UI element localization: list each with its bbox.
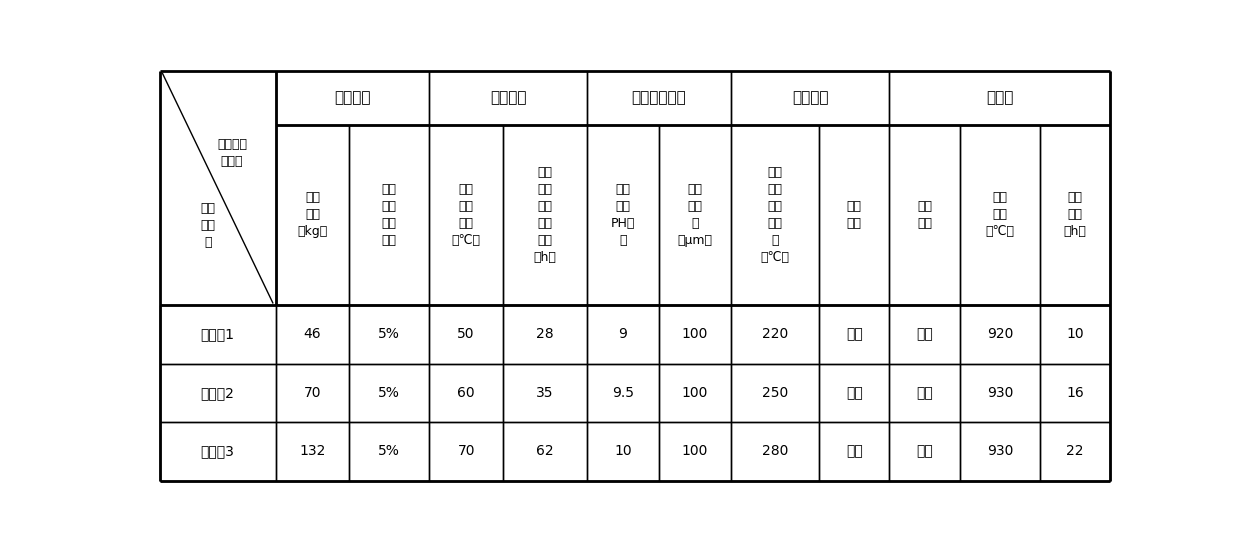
Text: 62: 62 bbox=[536, 445, 554, 458]
Text: 70: 70 bbox=[457, 445, 475, 458]
Text: 实施例2: 实施例2 bbox=[201, 386, 234, 400]
Text: 35: 35 bbox=[536, 386, 554, 400]
Text: 9.5: 9.5 bbox=[612, 386, 634, 400]
Text: 过滤
网精
度
（μm）: 过滤 网精 度 （μm） bbox=[678, 183, 712, 247]
Text: 70: 70 bbox=[304, 386, 321, 400]
Text: 二段: 二段 bbox=[917, 327, 933, 342]
Text: 喷雾
干燥
器进
风温
度
（℃）: 喷雾 干燥 器进 风温 度 （℃） bbox=[761, 166, 789, 264]
Text: 280: 280 bbox=[762, 445, 788, 458]
Text: 还原
阶段: 还原 阶段 bbox=[917, 200, 932, 230]
Text: 氧化溶解: 氧化溶解 bbox=[489, 91, 527, 105]
Text: 废料
重量
（kg）: 废料 重量 （kg） bbox=[297, 191, 327, 238]
Text: 实施例1: 实施例1 bbox=[201, 327, 234, 342]
Text: 三段: 三段 bbox=[917, 445, 933, 458]
Text: 10: 10 bbox=[615, 445, 632, 458]
Text: 28: 28 bbox=[536, 327, 554, 342]
Text: 配制
稀酸
稀碱
浓度: 配制 稀酸 稀碱 浓度 bbox=[382, 183, 396, 247]
Text: 16: 16 bbox=[1067, 386, 1084, 400]
Text: 喷雾结晶: 喷雾结晶 bbox=[792, 91, 829, 105]
Text: 表面净化: 表面净化 bbox=[335, 91, 370, 105]
Text: 9: 9 bbox=[618, 327, 627, 342]
Text: 930: 930 bbox=[986, 445, 1014, 458]
Text: 50: 50 bbox=[457, 327, 475, 342]
Text: 100: 100 bbox=[681, 327, 709, 342]
Text: 250: 250 bbox=[762, 386, 788, 400]
Text: 二级: 二级 bbox=[846, 386, 862, 400]
Text: 60: 60 bbox=[457, 386, 475, 400]
Text: 还原
温度
（℃）: 还原 温度 （℃） bbox=[985, 191, 1015, 238]
Text: 配制铵盐溶液: 配制铵盐溶液 bbox=[632, 91, 686, 105]
Text: 还原
时间
（h）: 还原 时间 （h） bbox=[1063, 191, 1087, 238]
Text: 氧化
溶解
温度
（℃）: 氧化 溶解 温度 （℃） bbox=[452, 183, 481, 247]
Text: 氨水
添加
PH终
点: 氨水 添加 PH终 点 bbox=[611, 183, 636, 247]
Text: 5%: 5% bbox=[378, 386, 400, 400]
Text: 100: 100 bbox=[681, 386, 709, 400]
Text: 100: 100 bbox=[681, 445, 709, 458]
Text: 氢还原: 氢还原 bbox=[986, 91, 1014, 105]
Text: 实施例3: 实施例3 bbox=[201, 445, 234, 458]
Text: 5%: 5% bbox=[378, 327, 400, 342]
Text: 10: 10 bbox=[1067, 327, 1084, 342]
Text: 22: 22 bbox=[1067, 445, 1084, 458]
Text: 二级: 二级 bbox=[846, 327, 862, 342]
Text: 5%: 5% bbox=[378, 445, 400, 458]
Text: 二段: 二段 bbox=[917, 386, 933, 400]
Text: 930: 930 bbox=[986, 386, 1014, 400]
Text: 工艺步骤
和参数: 工艺步骤 和参数 bbox=[217, 138, 247, 168]
Text: 220: 220 bbox=[762, 327, 788, 342]
Text: 二级: 二级 bbox=[846, 445, 862, 458]
Text: 达到
完全
溶解
所需
时间
（h）: 达到 完全 溶解 所需 时间 （h） bbox=[534, 166, 556, 264]
Text: 46: 46 bbox=[304, 327, 321, 342]
Text: 132: 132 bbox=[300, 445, 326, 458]
Text: 实施
例编
号: 实施 例编 号 bbox=[201, 203, 216, 249]
Text: 920: 920 bbox=[986, 327, 1014, 342]
Text: 收尘
级数: 收尘 级数 bbox=[846, 200, 862, 230]
